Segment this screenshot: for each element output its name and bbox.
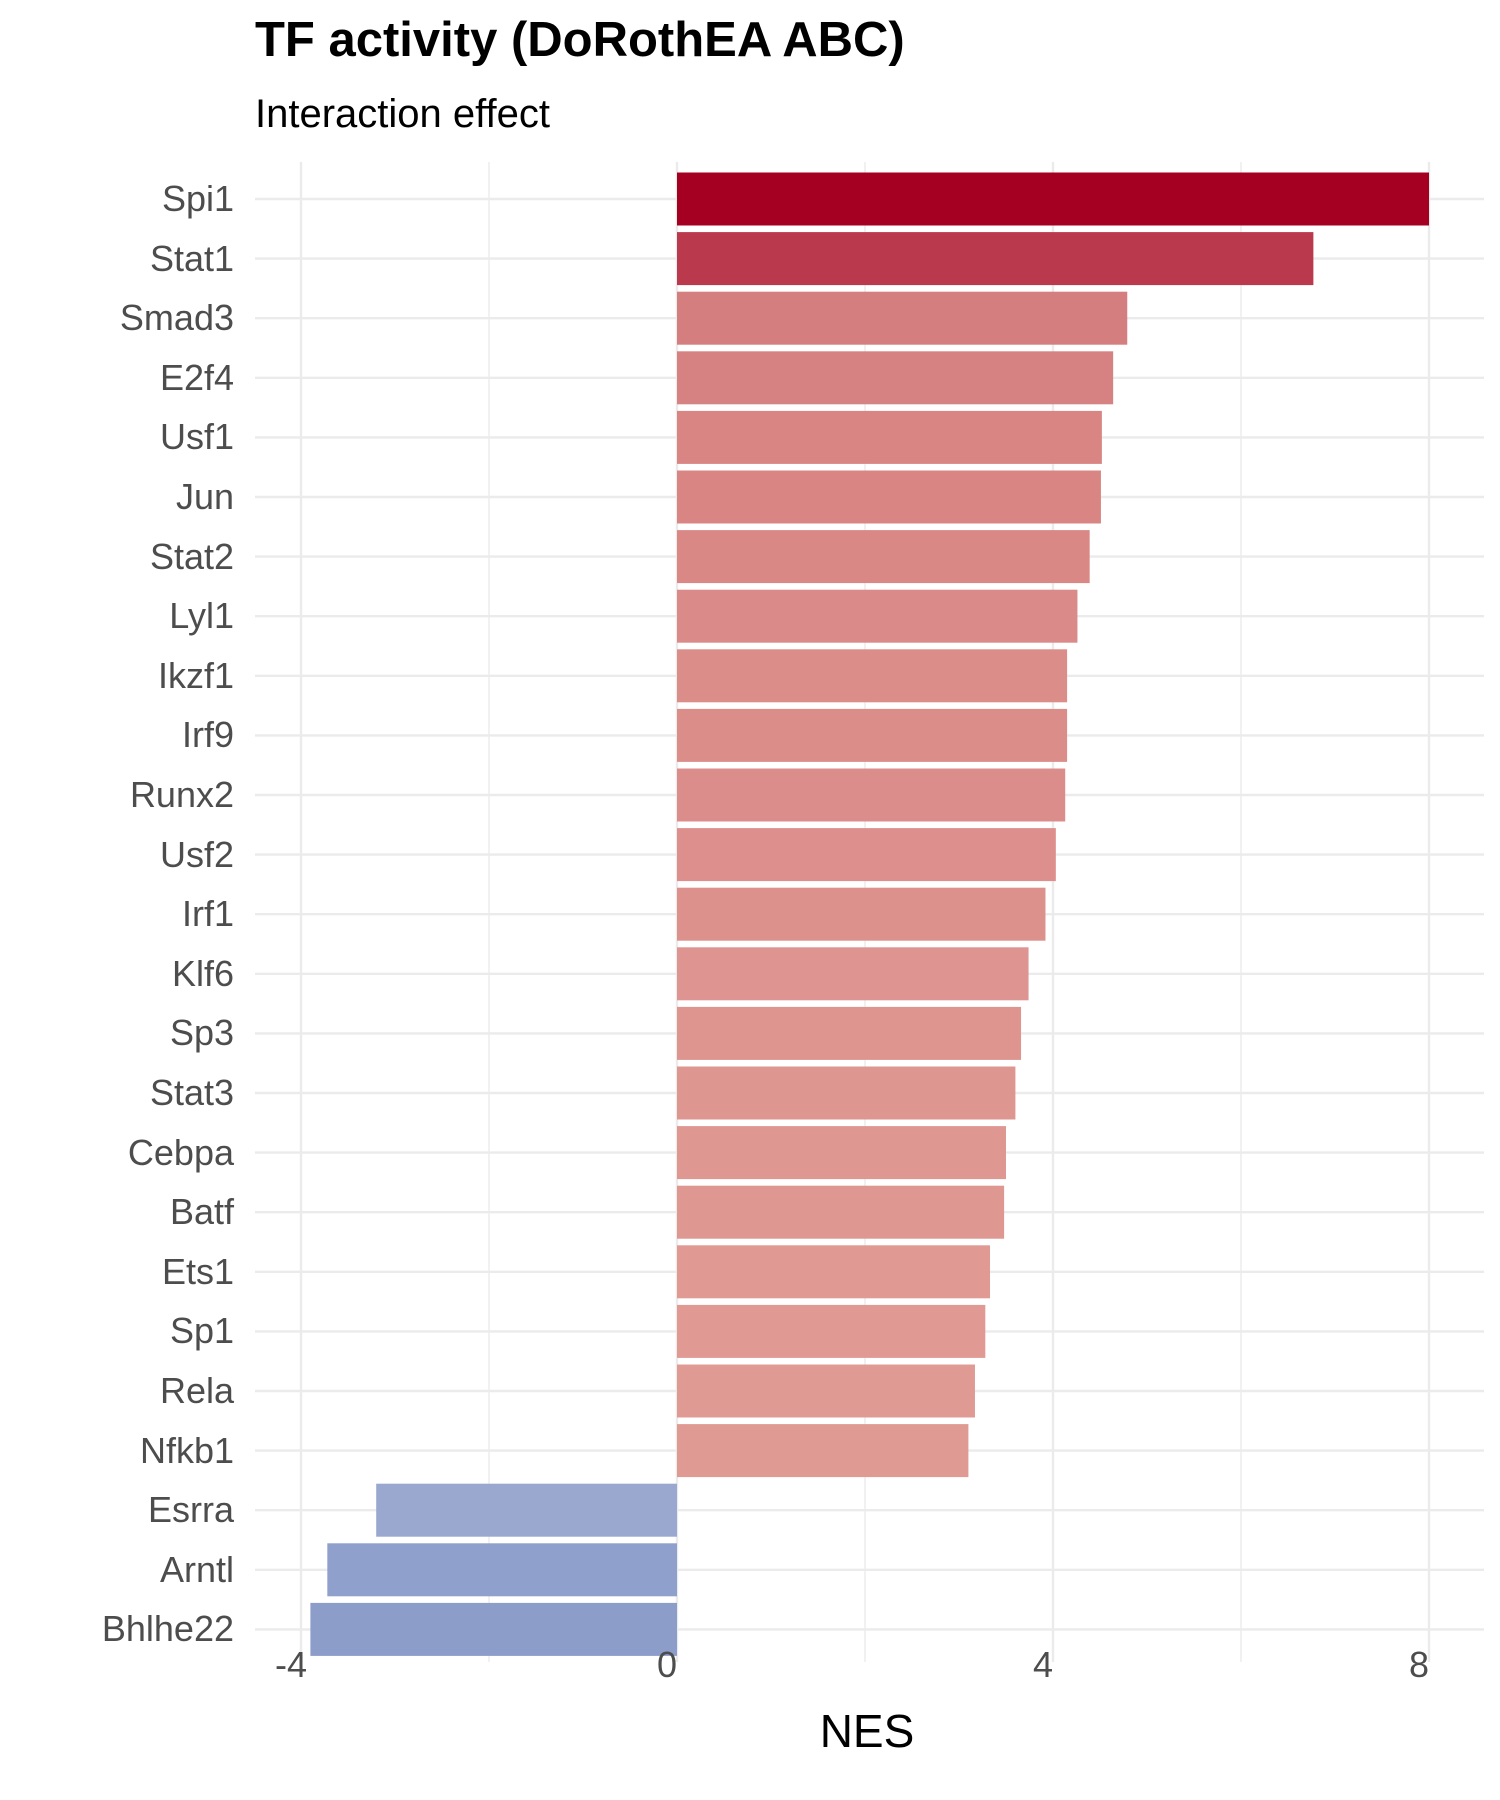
y-tick-label: Sp1 [169,1310,234,1352]
y-tick-label: Klf6 [171,952,234,994]
x-axis-title: NES [819,1705,915,1757]
y-tick-label: Cebpa [127,1131,234,1173]
bar-irf9 [677,708,1068,762]
bar-usf1 [677,410,1102,464]
bar-sp3 [677,1006,1022,1060]
bars [310,172,1429,1656]
y-tick-label: Rela [159,1370,234,1411]
bar-stat1 [677,232,1314,286]
y-tick-label: Ets1 [161,1250,234,1292]
bar-sp1 [677,1304,986,1358]
y-tick-label: Esrra [147,1489,234,1531]
x-tick-label: 4 [1032,1644,1054,1685]
bar-batf [677,1185,1005,1239]
x-tick-label: 0 [656,1644,678,1685]
bar-cebpa [677,1126,1006,1180]
bar-bhlhe22 [310,1602,677,1656]
bar-ets1 [677,1245,991,1299]
y-tick-label: E2f4 [159,356,234,398]
bar-smad3 [677,291,1128,345]
bar-e2f4 [677,351,1114,405]
y-tick-label: Ikzf1 [157,654,234,696]
y-tick-label: Stat3 [149,1072,234,1113]
y-tick-label: Stat1 [149,237,234,279]
y-tick-label: Usf1 [159,416,234,458]
y-tick-label: Arntl [159,1548,234,1590]
bar-lyl1 [677,589,1078,643]
bar-stat3 [677,1066,1016,1120]
bar-jun [677,470,1101,524]
bar-klf6 [677,947,1029,1001]
bar-usf2 [677,828,1056,882]
bar-stat2 [677,530,1090,584]
y-tick-label: Bhlhe22 [101,1608,234,1650]
bar-spi1 [677,172,1429,226]
y-tick-label: Runx2 [129,774,234,815]
bar-nfkb1 [677,1424,969,1478]
bar-irf1 [677,887,1046,941]
bar-rela [677,1364,975,1418]
bar-runx2 [677,768,1066,822]
y-tick-label: Batf [169,1191,234,1233]
x-tick-label: -4 [274,1644,308,1685]
y-tick-label: Irf9 [181,714,234,756]
y-tick-label: Stat2 [149,535,234,577]
y-tick-label: Nfkb1 [139,1429,234,1471]
y-tick-label: Spi1 [161,178,234,219]
chart-subtitle: Interaction effect [255,92,550,136]
y-tick-label: Jun [175,476,234,517]
y-tick-label: Smad3 [119,297,234,339]
bar-arntl [327,1543,677,1597]
bar-ikzf1 [677,649,1068,703]
y-tick-label: Lyl1 [169,595,234,637]
chart-title: TF activity (DoRothEA ABC) [255,13,905,67]
x-tick-label: 8 [1408,1644,1430,1685]
bar-esrra [376,1483,677,1537]
y-tick-label: Sp3 [169,1012,234,1054]
y-tick-label: Irf1 [181,893,234,935]
y-tick-label: Usf2 [159,833,234,875]
